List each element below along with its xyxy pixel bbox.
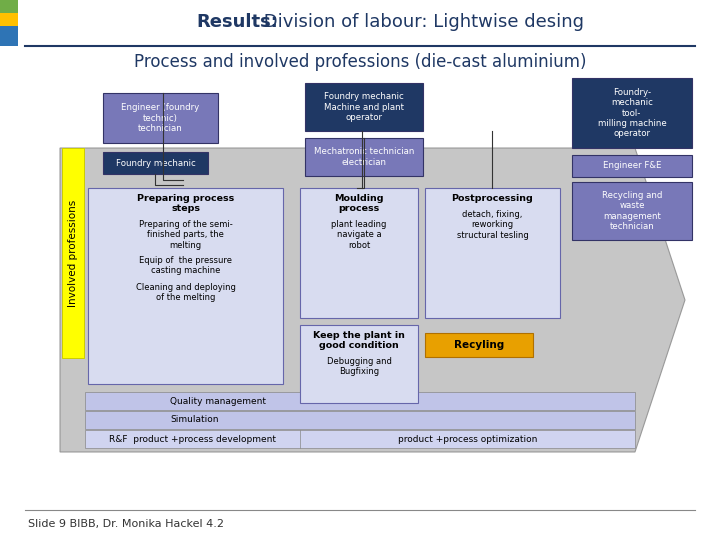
Polygon shape: [60, 148, 685, 452]
Bar: [572, 182, 692, 240]
Text: Results:: Results:: [196, 13, 278, 31]
Bar: [103, 93, 218, 143]
Bar: [572, 155, 692, 177]
Text: Preparing process
steps: Preparing process steps: [137, 194, 234, 213]
Text: Involved professions: Involved professions: [68, 199, 78, 307]
Bar: [572, 78, 692, 148]
Text: Debugging and
Bugfixing: Debugging and Bugfixing: [327, 357, 392, 376]
Text: Slide 9 BIBB, Dr. Monika Hackel 4.2: Slide 9 BIBB, Dr. Monika Hackel 4.2: [28, 519, 224, 529]
Bar: [85, 430, 635, 448]
Text: detach, fixing,
reworking
structural tesling: detach, fixing, reworking structural tes…: [456, 210, 528, 240]
Bar: [425, 333, 533, 357]
Text: Cleaning and deploying
of the melting: Cleaning and deploying of the melting: [135, 283, 235, 302]
Bar: [0, 13, 18, 26]
Text: Process and involved professions (die-cast aluminium): Process and involved professions (die-ca…: [134, 53, 586, 71]
Bar: [305, 138, 423, 176]
Text: Recyling: Recyling: [454, 340, 504, 350]
Text: Engineer (foundry
technic)
technician: Engineer (foundry technic) technician: [122, 103, 199, 133]
Text: Preparing of the semi-
finished parts, the
melting: Preparing of the semi- finished parts, t…: [139, 220, 233, 250]
Bar: [0, 26, 18, 46]
Text: Mechatronic technician
electrician: Mechatronic technician electrician: [314, 147, 414, 167]
Text: R&F  product +process development: R&F product +process development: [109, 435, 276, 443]
Bar: [0, 0, 18, 13]
Bar: [103, 152, 208, 174]
Text: Foundry mechanic: Foundry mechanic: [116, 159, 195, 167]
Bar: [85, 392, 635, 410]
Bar: [425, 188, 560, 318]
Text: Division of labour: Lightwise desing: Division of labour: Lightwise desing: [258, 13, 584, 31]
Text: Equip of  the pressure
casting machine: Equip of the pressure casting machine: [139, 256, 232, 275]
Text: Keep the plant in
good condition: Keep the plant in good condition: [313, 331, 405, 350]
Text: Simulation: Simulation: [171, 415, 220, 424]
Bar: [88, 188, 283, 384]
Text: Foundry-
mechanic
tool-
milling machine
operator: Foundry- mechanic tool- milling machine …: [598, 87, 667, 138]
Bar: [85, 411, 635, 429]
Text: Recycling and
waste
management
technician: Recycling and waste management technicia…: [602, 191, 662, 231]
Bar: [300, 325, 418, 403]
Text: Foundry mechanic
Machine and plant
operator: Foundry mechanic Machine and plant opera…: [324, 92, 404, 122]
Text: Engineer F&E: Engineer F&E: [603, 161, 661, 171]
Text: product +process optimization: product +process optimization: [398, 435, 537, 443]
Text: plant leading
navigate a
robot: plant leading navigate a robot: [331, 220, 387, 250]
Bar: [62, 148, 84, 358]
Text: Quality management: Quality management: [170, 396, 266, 406]
Text: Postprocessing: Postprocessing: [451, 194, 534, 203]
Text: Moulding
process: Moulding process: [334, 194, 384, 213]
Bar: [305, 83, 423, 131]
Bar: [300, 188, 418, 318]
